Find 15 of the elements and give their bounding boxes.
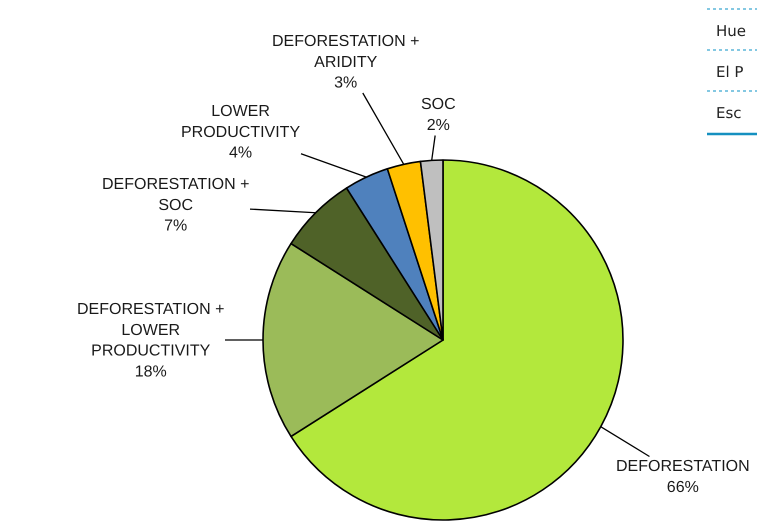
data-label: 4% — [229, 144, 252, 162]
data-label: 3% — [334, 74, 358, 92]
slice-label: DEFORESTATION + ARIDITY — [272, 33, 420, 71]
slice-label: DEFORESTATION + LOWER PRODUCTIVITY — [77, 301, 224, 360]
data-label: 66% — [666, 478, 699, 496]
text: El P — [716, 63, 744, 81]
slice-label: DEFORESTATION — [616, 458, 750, 475]
text: Esc — [716, 104, 742, 122]
slice-label: LOWER PRODUCTIVITY — [181, 103, 300, 141]
data-label: 18% — [134, 363, 167, 380]
slice-label: SOC — [421, 96, 456, 113]
data-label: 7% — [164, 218, 188, 235]
data-label: 2% — [426, 116, 450, 134]
slice-label: DEFORESTATION + SOC — [102, 176, 250, 214]
text: Hue — [716, 22, 746, 40]
